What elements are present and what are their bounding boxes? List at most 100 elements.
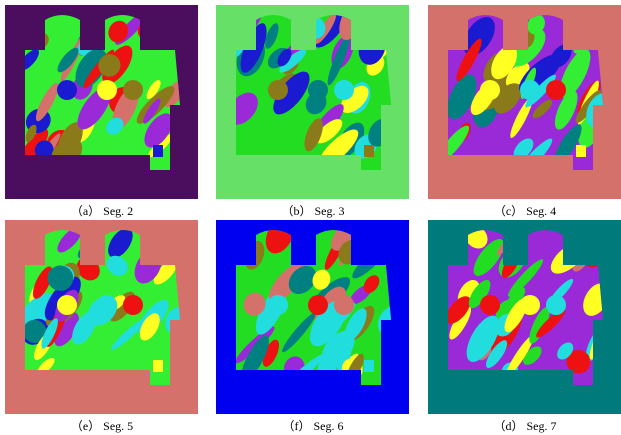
round-region	[520, 80, 540, 100]
segment-region	[98, 54, 121, 77]
panel-caption: （e） Seg. 5	[71, 419, 133, 433]
round-region	[546, 80, 566, 100]
panel-caption: （f） Seg. 6	[283, 419, 344, 433]
segment-region	[243, 292, 266, 316]
round-region	[308, 80, 328, 100]
segment-region	[265, 23, 279, 49]
segment-region	[279, 49, 307, 73]
segment-region	[57, 230, 83, 253]
round-region	[334, 80, 354, 100]
segment-region	[34, 140, 54, 160]
round-region	[57, 295, 77, 315]
segment-region	[139, 313, 160, 341]
tab-region	[153, 360, 163, 372]
round-region	[57, 80, 77, 100]
segment-region	[504, 287, 526, 313]
segment-region	[146, 80, 161, 100]
segment-region	[532, 99, 553, 119]
segment-region	[47, 265, 74, 291]
segment-region	[468, 279, 491, 309]
round-region	[123, 295, 143, 315]
segment-region	[265, 230, 295, 254]
segment-region	[449, 305, 472, 340]
segment-region	[466, 315, 500, 362]
segment-region	[304, 118, 323, 152]
round-region	[520, 295, 540, 315]
round-region	[334, 295, 354, 315]
tab-region	[576, 145, 586, 157]
segmentation-panel	[5, 5, 198, 199]
panel-caption: （d） Seg. 7	[493, 419, 556, 433]
tab-region	[576, 360, 586, 372]
segment-region	[282, 312, 317, 353]
segment-region	[473, 239, 504, 276]
round-region	[97, 80, 117, 100]
segment-region	[143, 98, 161, 124]
segment-region	[106, 255, 128, 276]
segment-region	[315, 119, 343, 144]
segment-region	[288, 265, 317, 295]
segment-region	[273, 71, 310, 115]
segment-region	[448, 125, 470, 163]
segment-region	[111, 318, 146, 350]
segmentation-panel	[5, 220, 198, 414]
segment-regions	[236, 230, 391, 385]
segment-region	[54, 312, 79, 347]
segment-region	[236, 92, 258, 125]
round-region	[480, 80, 500, 100]
segment-region	[463, 17, 495, 56]
segment-region	[536, 309, 566, 338]
segment-region	[493, 83, 522, 114]
segment-region	[153, 260, 177, 285]
segment-regions	[25, 230, 180, 375]
segment-region	[560, 49, 591, 99]
round-region	[268, 295, 288, 315]
segment-region	[363, 275, 380, 293]
panel-caption: （a） Seg. 2	[71, 204, 133, 218]
segment-region	[327, 35, 350, 86]
segment-region	[550, 44, 572, 68]
segment-region	[108, 20, 129, 43]
segment-region	[513, 138, 534, 160]
segment-region	[505, 62, 530, 88]
segment-region	[529, 306, 550, 344]
segment-region	[32, 266, 53, 299]
segment-region	[312, 269, 331, 290]
segment-region	[554, 124, 582, 164]
segment-region	[340, 85, 369, 114]
segment-region	[41, 318, 58, 349]
tab-region	[153, 145, 163, 157]
segment-region	[491, 45, 518, 80]
segment-region	[75, 48, 107, 88]
segmentation-panel	[428, 5, 621, 199]
segment-region	[144, 113, 173, 148]
segment-region	[106, 117, 124, 135]
segment-region	[505, 335, 534, 377]
segment-region	[456, 38, 482, 82]
segment-region	[241, 335, 269, 381]
segment-region	[35, 83, 59, 122]
segment-region	[486, 340, 508, 369]
panel-caption: （c） Seg. 4	[494, 204, 556, 218]
round-region	[308, 295, 328, 315]
segment-region	[554, 90, 578, 130]
segment-region	[277, 48, 292, 67]
round-region	[480, 295, 500, 315]
round-region	[123, 80, 143, 100]
segment-region	[527, 15, 545, 35]
segmentation-panel	[216, 5, 409, 199]
segmentation-panel	[216, 220, 409, 414]
segment-region	[25, 49, 39, 71]
segment-region	[25, 124, 37, 143]
segment-region	[72, 311, 97, 345]
segmentation-panel	[428, 220, 621, 414]
round-region	[268, 80, 288, 100]
segment-region	[510, 97, 533, 139]
segment-region	[448, 74, 477, 120]
round-region	[97, 295, 117, 315]
segment-region	[557, 342, 574, 360]
segment-region	[25, 319, 47, 344]
segment-region	[57, 47, 79, 73]
